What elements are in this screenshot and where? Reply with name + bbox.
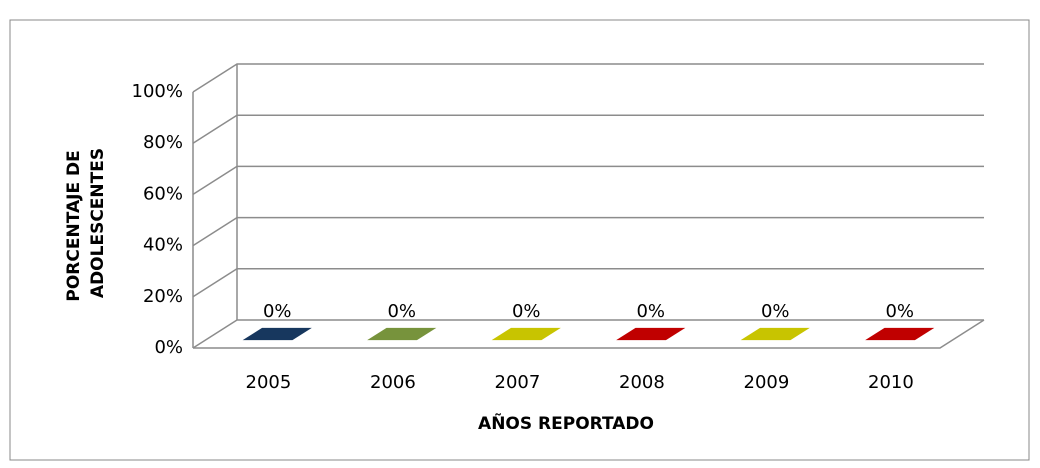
grid-line <box>192 268 984 298</box>
grid-line <box>192 165 984 196</box>
y-tick-label: 100% <box>132 81 183 102</box>
grid-line <box>192 319 984 349</box>
bar <box>740 327 810 341</box>
y-tick-label: 40% <box>143 235 183 256</box>
x-tick-label: 2008 <box>619 372 665 393</box>
x-tick-label: 2005 <box>246 372 292 393</box>
y-tick-label: 80% <box>143 132 183 153</box>
x-tick-label: 2007 <box>495 372 541 393</box>
x-tick-label: 2009 <box>744 372 790 393</box>
x-tick-label: 2010 <box>868 372 914 393</box>
data-label: 0% <box>512 301 541 322</box>
grid-line <box>192 216 984 247</box>
grid-line <box>192 63 984 93</box>
data-label: 0% <box>761 301 790 322</box>
floor-edge <box>193 319 985 349</box>
bar <box>491 327 561 341</box>
data-label: 0% <box>263 301 292 322</box>
chart-frame <box>9 19 1030 461</box>
y-axis-title-line: PORCENTAJE DE <box>64 150 84 301</box>
y-tick-label: 60% <box>143 183 183 204</box>
x-axis-title: AÑOS REPORTADO <box>478 411 654 434</box>
y-axis-title: PORCENTAJE DE ADOLESCENTES <box>64 144 108 301</box>
bar <box>242 327 312 341</box>
y-tick-label: 0% <box>154 337 183 358</box>
y-tick-label: 20% <box>143 286 183 307</box>
data-label: 0% <box>387 301 416 322</box>
grid-line <box>192 114 984 144</box>
data-label: 0% <box>636 301 665 322</box>
bar <box>367 327 437 341</box>
x-tick-label: 2006 <box>370 372 416 393</box>
bar <box>865 327 935 341</box>
data-label: 0% <box>885 301 914 322</box>
y-axis-title-line: ADOLESCENTES <box>88 148 108 298</box>
bar <box>616 327 686 341</box>
